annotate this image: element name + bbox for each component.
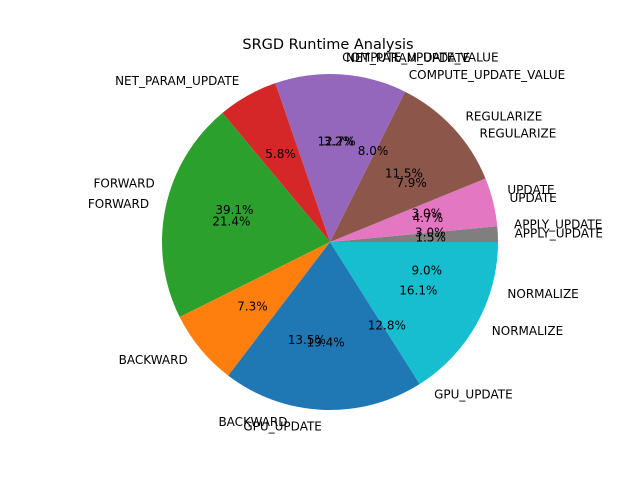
slice-label-forward: FORWARD (88, 197, 149, 211)
pie-slice-forward (162, 112, 330, 318)
slice-label-gpu-update: GPU_UPDATE (243, 420, 322, 434)
slice-label-apply-update: APPLY_UPDATE (514, 218, 602, 232)
slice-label-net-param-update: NET_PARAM_UPDATE (115, 74, 239, 88)
pie-labels: APPLY_UPDATE 1.5% UPDATE 4.7% REGULARIZE 11.5… (88, 51, 603, 434)
slice-percent-normalize: 16.1% (399, 284, 437, 298)
slice-label-compute-update-value: COMPUTE_UPDATE_VALUE (409, 68, 565, 82)
slice-label-compute-update-value: COMPUTE_UPDATE_VALUE (342, 51, 498, 65)
slice-percent-normalize: 9.0% (412, 263, 443, 277)
slice-percent-apply-update: 1.5% (415, 230, 446, 244)
slice-label-gpu-update: GPU_UPDATE (434, 388, 513, 402)
slice-percent-gpu-update: 19.4% (307, 336, 345, 350)
pie-slices (162, 74, 498, 411)
slice-label-backward: BACKWARD (119, 353, 188, 367)
slice-percent-forward: 21.4% (212, 214, 250, 228)
slice-percent-backward: 13.5% (288, 333, 326, 347)
slice-label-regularize: REGULARIZE (466, 109, 543, 123)
slice-label-net-param-update: NET_PARAM_UPDATE (346, 51, 470, 65)
slice-percent-compute-update-value: 8.0% (358, 144, 389, 158)
slice-label-normalize: NORMALIZE (492, 324, 563, 338)
chart-title: SRGD Runtime Analysis (242, 37, 413, 53)
slice-percent-regularize: 7.9% (396, 176, 427, 190)
slice-percent-gpu-update: 12.8% (368, 318, 406, 332)
slice-label-regularize: REGULARIZE (480, 126, 557, 140)
pie-slice-backward (179, 242, 330, 376)
slice-percent-net-param-update: 5.8% (265, 147, 296, 161)
slice-percent-forward: 39.1% (215, 203, 253, 217)
pie-slice-net-param-update (222, 83, 330, 242)
slice-label-backward: BACKWARD (218, 415, 287, 429)
slice-label-apply-update: APPLY_UPDATE (515, 226, 603, 240)
pie-slice-update (330, 178, 498, 242)
slice-percent-backward: 7.3% (237, 299, 268, 313)
slice-label-update: UPDATE (507, 183, 554, 197)
pie-slice-normalize (330, 242, 498, 385)
slice-percent-regularize: 11.5% (385, 166, 423, 180)
slice-percent-net-param-update: 3.2% (323, 135, 354, 149)
slice-label-forward: FORWARD (93, 177, 154, 191)
slice-label-update: UPDATE (510, 191, 557, 205)
pie-slice-regularize (330, 91, 486, 242)
pie-slice-gpu-update (228, 242, 420, 411)
slice-percent-update: 4.7% (413, 211, 444, 225)
slice-label-normalize: NORMALIZE (507, 287, 578, 301)
slice-percent-apply-update: 3.0% (415, 226, 446, 240)
pie-slice-compute-update-value (275, 74, 406, 242)
slice-percent-compute-update-value: 12.7% (318, 134, 356, 148)
slice-percent-update: 3.0% (412, 207, 443, 221)
pie-slice-apply-update (330, 226, 498, 242)
